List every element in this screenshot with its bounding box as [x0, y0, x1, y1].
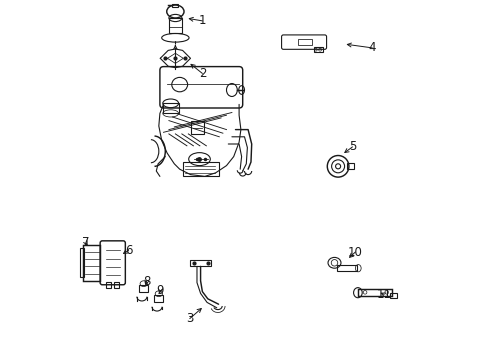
- Text: 2: 2: [198, 67, 206, 80]
- Text: 11: 11: [376, 288, 391, 301]
- Text: 8: 8: [142, 275, 150, 288]
- Bar: [182, 162, 218, 176]
- Text: 5: 5: [348, 140, 355, 153]
- Bar: [80, 248, 84, 277]
- Text: 9: 9: [156, 284, 163, 297]
- Bar: [106, 282, 111, 288]
- Bar: [389, 293, 396, 298]
- Bar: [313, 47, 322, 52]
- Text: 4: 4: [368, 41, 375, 54]
- Text: 7: 7: [82, 237, 90, 249]
- Bar: [114, 282, 119, 288]
- Bar: [191, 121, 204, 134]
- Bar: [347, 163, 353, 169]
- Bar: [357, 289, 391, 296]
- Text: 1: 1: [198, 14, 206, 27]
- Bar: [297, 39, 311, 45]
- Text: 6: 6: [124, 244, 132, 257]
- Bar: [163, 103, 178, 113]
- Text: 3: 3: [186, 312, 193, 325]
- Bar: [172, 4, 178, 7]
- Bar: [83, 245, 101, 281]
- Bar: [189, 260, 210, 266]
- Bar: [153, 295, 163, 302]
- Bar: [337, 265, 356, 271]
- Text: 10: 10: [347, 246, 362, 258]
- Bar: [168, 18, 182, 33]
- Bar: [139, 285, 148, 292]
